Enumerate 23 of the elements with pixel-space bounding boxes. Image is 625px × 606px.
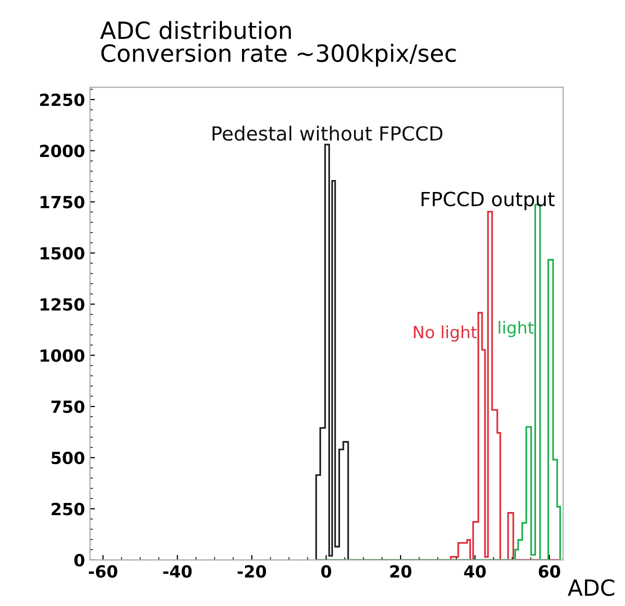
y-tick-label: 2250 — [40, 94, 84, 106]
series-label: No light — [414, 326, 477, 342]
series-label: light — [498, 320, 534, 338]
x-axis-title: ADC — [568, 579, 614, 596]
series-label: Pedestal without FPCCD — [212, 126, 442, 141]
annotation: FPCCD output — [422, 192, 555, 210]
y-tick-label: 1000 — [40, 349, 84, 362]
x-tick-label: 0 — [321, 565, 332, 578]
x-tick-label: -60 — [88, 565, 118, 578]
y-tick-label: 1750 — [40, 196, 84, 208]
x-tick-label: -20 — [238, 565, 266, 578]
y-tick-label: 1250 — [40, 298, 84, 311]
x-tick-label: 20 — [390, 565, 412, 578]
y-tick-label: 750 — [51, 400, 84, 414]
y-tick-label: 500 — [52, 452, 84, 464]
x-tick-label: -40 — [163, 565, 192, 578]
y-tick-label: 1500 — [40, 246, 84, 260]
y-tick-label: 0 — [74, 554, 84, 567]
x-tick-label: 40 — [464, 565, 486, 578]
y-tick-label: 2000 — [40, 144, 84, 158]
x-tick-label: 60 — [538, 565, 560, 578]
y-tick-label: 250 — [52, 502, 84, 516]
chart-title: ADC distribution Conversion rate ~300kpix/sec — [100, 20, 456, 67]
